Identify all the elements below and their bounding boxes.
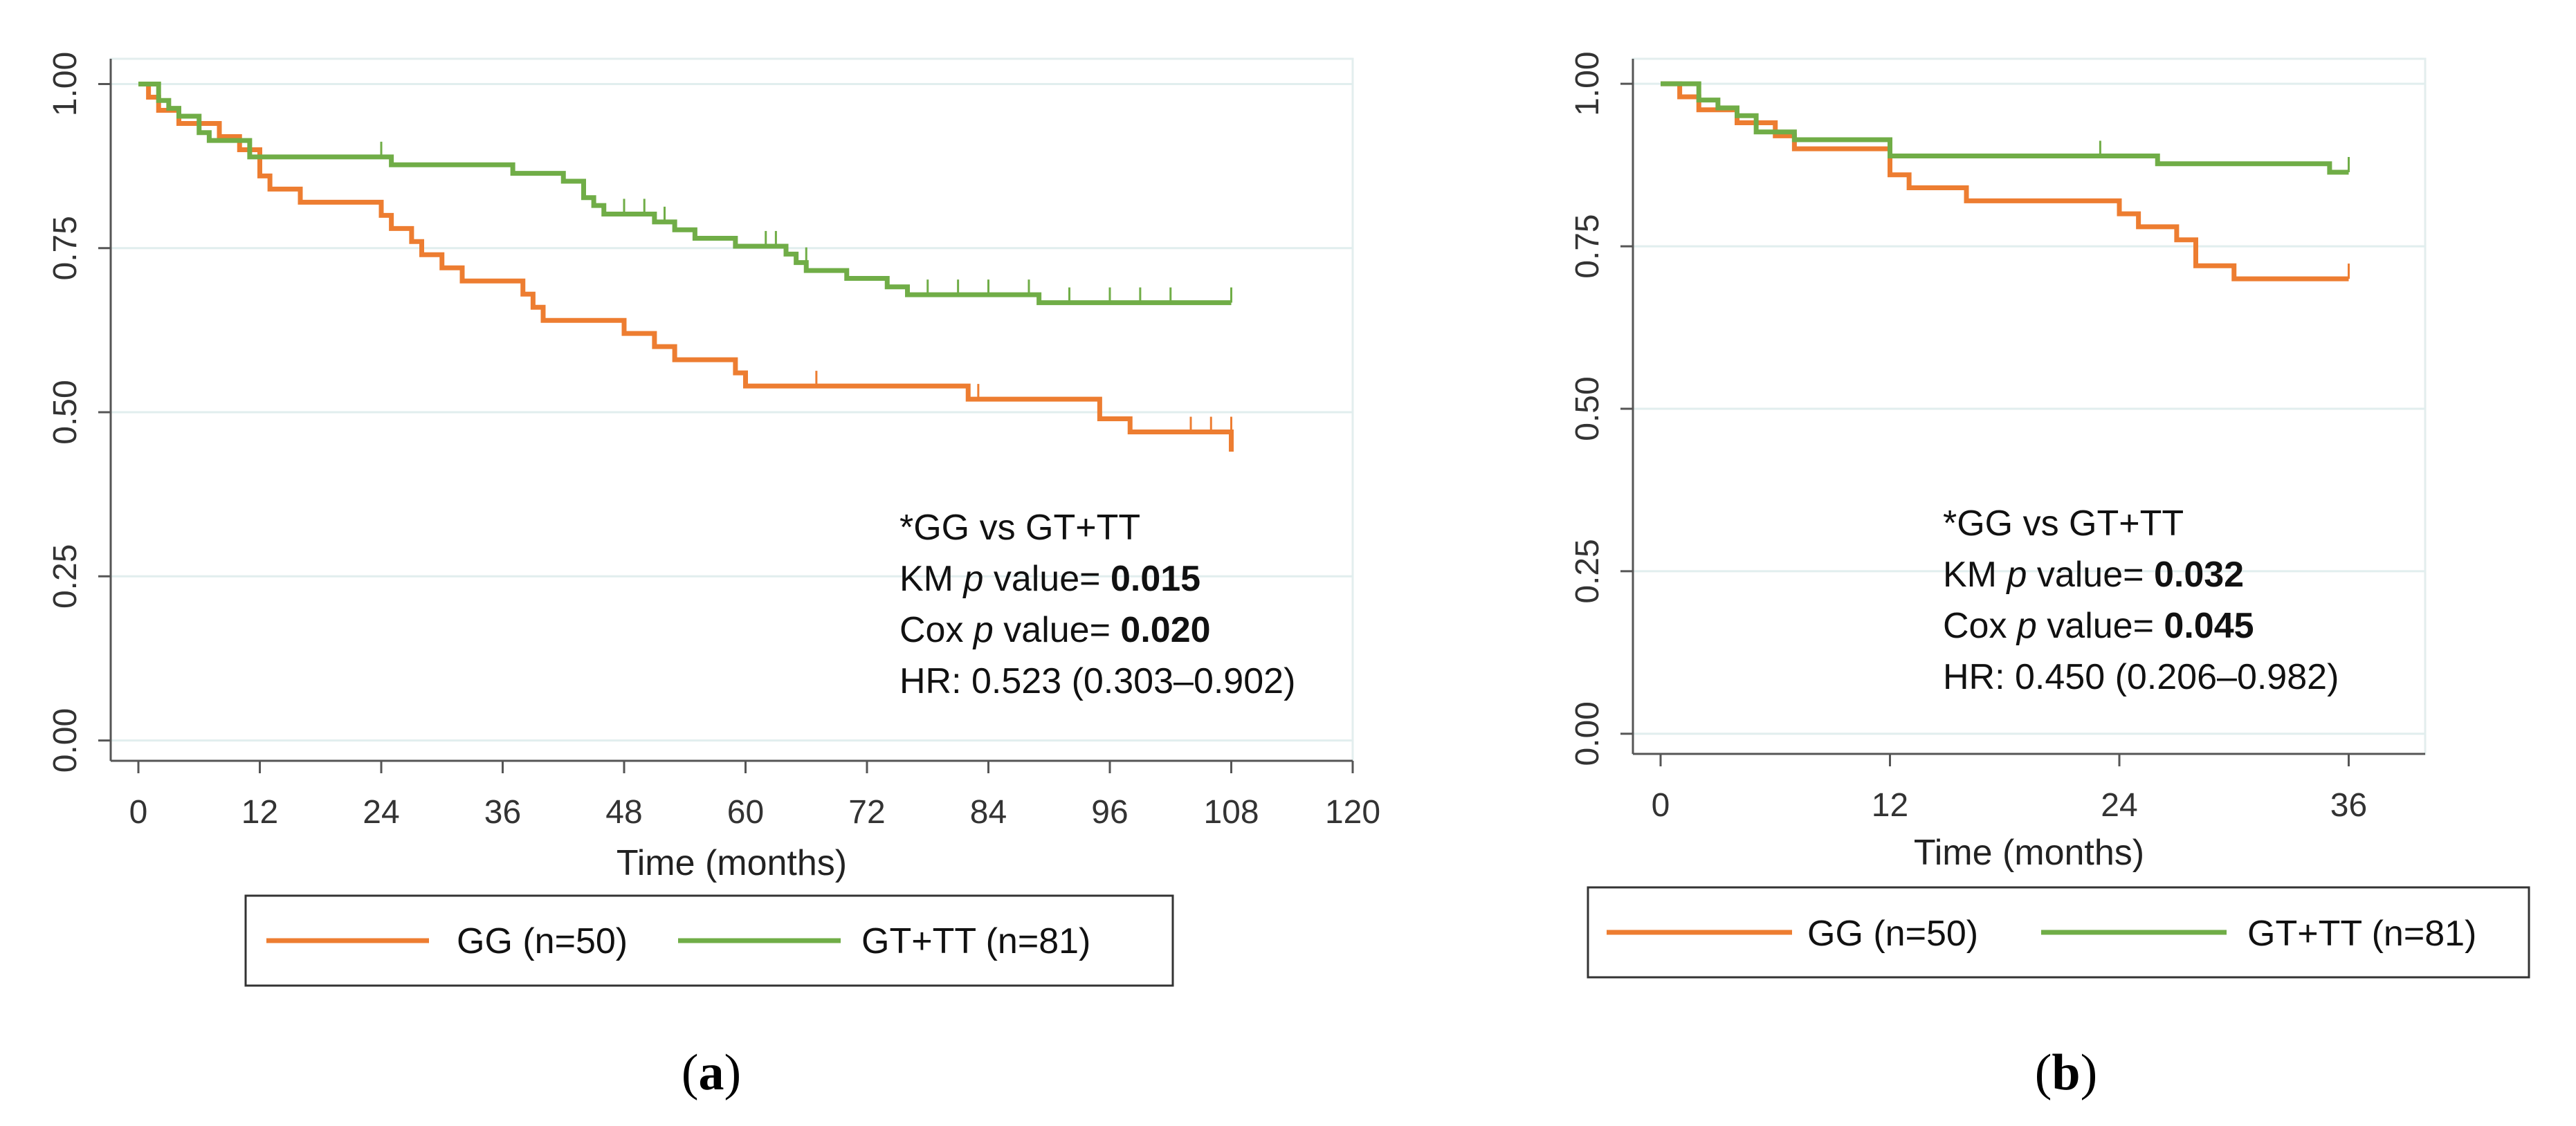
x-tick-label: 0 bbox=[1652, 787, 1670, 824]
x-tick-label: 48 bbox=[605, 794, 642, 831]
annotation-line: KM p value= 0.032 bbox=[1943, 555, 2244, 595]
annotation-text: 0.045 bbox=[2164, 606, 2254, 646]
annotation-text: value= bbox=[2027, 555, 2154, 595]
x-tick-label: 108 bbox=[1203, 794, 1259, 831]
y-tick-label: 1.00 bbox=[47, 52, 84, 116]
annotation-text: value= bbox=[994, 610, 1121, 650]
annotation-line: HR: 0.450 (0.206–0.982) bbox=[1943, 657, 2339, 697]
annotation-text: KM bbox=[1943, 555, 2007, 595]
annotation-text: HR: 0.523 (0.303–0.902) bbox=[899, 661, 1295, 701]
panel-label: (b) bbox=[2035, 1044, 2097, 1101]
plot-area bbox=[109, 57, 1354, 762]
panel-paren-open: ( bbox=[2035, 1044, 2052, 1101]
panel-letter: b bbox=[2052, 1044, 2080, 1101]
km-panel-a: 0.00 0.25 0.50 0.75 1.00 0 12 24 36 48 60 72 84 96 108… bbox=[47, 52, 1380, 1101]
legend: GG (n=50) GT+TT (n=81) bbox=[1587, 886, 2530, 979]
x-tick-label: 84 bbox=[970, 794, 1007, 831]
annotation-line: *GG vs GT+TT bbox=[899, 508, 1140, 548]
annotation-text: 0.020 bbox=[1120, 610, 1210, 650]
annotation-text: 0.015 bbox=[1111, 559, 1200, 599]
y-tick-label: 0.50 bbox=[1569, 376, 1606, 441]
y-tick-label: 1.00 bbox=[1569, 51, 1606, 116]
y-tick-label: 0.00 bbox=[1569, 701, 1606, 766]
annotation-text: KM bbox=[899, 559, 963, 599]
panel-label: (a) bbox=[682, 1044, 741, 1101]
annotation-text: p bbox=[962, 559, 983, 599]
y-tick-label: 0.00 bbox=[47, 708, 84, 773]
x-tick-label: 12 bbox=[1872, 787, 1908, 824]
x-tick-label: 24 bbox=[363, 794, 399, 831]
y-tick-label: 0.25 bbox=[1569, 539, 1606, 603]
x-tick-label: 0 bbox=[129, 794, 148, 831]
annotation-text: *GG vs GT+TT bbox=[899, 508, 1140, 548]
legend-label: GT+TT (n=81) bbox=[2247, 914, 2476, 954]
annotation-text: Cox bbox=[1943, 606, 2017, 646]
panel-paren-open: ( bbox=[682, 1044, 699, 1101]
annotation-line: *GG vs GT+TT bbox=[1943, 504, 2184, 544]
x-tick-label: 96 bbox=[1091, 794, 1128, 831]
x-tick-label: 36 bbox=[2330, 787, 2367, 824]
annotation-line: HR: 0.523 (0.303–0.902) bbox=[899, 661, 1295, 701]
survival-curve-gt-tt bbox=[1661, 81, 2349, 175]
annotation-text: p bbox=[972, 610, 994, 650]
x-tick-label: 36 bbox=[484, 794, 521, 831]
panel-paren-close: ) bbox=[2081, 1044, 2098, 1101]
legend-label: GT+TT (n=81) bbox=[861, 921, 1090, 961]
annotation-line: KM p value= 0.015 bbox=[899, 559, 1200, 599]
survival-curve-gt-tt bbox=[138, 82, 1232, 306]
annotation-text: value= bbox=[983, 559, 1111, 599]
annotation-text: p bbox=[2016, 606, 2037, 646]
plot-area bbox=[1632, 57, 2427, 755]
panel-letter: a bbox=[699, 1044, 724, 1101]
y-tick-label: 0.25 bbox=[47, 544, 84, 609]
y-tick-label: 0.75 bbox=[47, 216, 84, 280]
legend: GG (n=50) GT+TT (n=81) bbox=[244, 894, 1174, 987]
x-tick-label: 24 bbox=[2101, 787, 2137, 824]
x-tick-label: 72 bbox=[848, 794, 885, 831]
x-tick-label: 12 bbox=[241, 794, 278, 831]
annotation-text: 0.032 bbox=[2154, 555, 2244, 595]
annotation-text: Cox bbox=[899, 610, 974, 650]
y-tick-label: 0.50 bbox=[47, 380, 84, 444]
panel-paren-close: ) bbox=[724, 1044, 742, 1101]
legend-label: GG (n=50) bbox=[457, 921, 628, 961]
km-panel-b: 0.00 0.25 0.50 0.75 1.00 0 12 24 36 Time (months)… bbox=[1569, 51, 2530, 1101]
survival-curve-gg bbox=[138, 82, 1234, 452]
annotation-text: p bbox=[2005, 555, 2027, 595]
annotation-text: HR: 0.450 (0.206–0.982) bbox=[1943, 657, 2339, 697]
legend-label: GG (n=50) bbox=[1807, 914, 1978, 954]
x-axis-title: Time (months) bbox=[1914, 833, 2144, 873]
x-tick-label: 120 bbox=[1325, 794, 1380, 831]
annotation-line: Cox p value= 0.020 bbox=[899, 610, 1211, 650]
annotation-text: value= bbox=[2037, 606, 2164, 646]
x-axis-title: Time (months) bbox=[616, 843, 847, 883]
x-tick-label: 60 bbox=[727, 794, 764, 831]
annotation-text: *GG vs GT+TT bbox=[1943, 504, 2184, 544]
annotation-line: Cox p value= 0.045 bbox=[1943, 606, 2254, 646]
y-tick-label: 0.75 bbox=[1569, 214, 1606, 278]
